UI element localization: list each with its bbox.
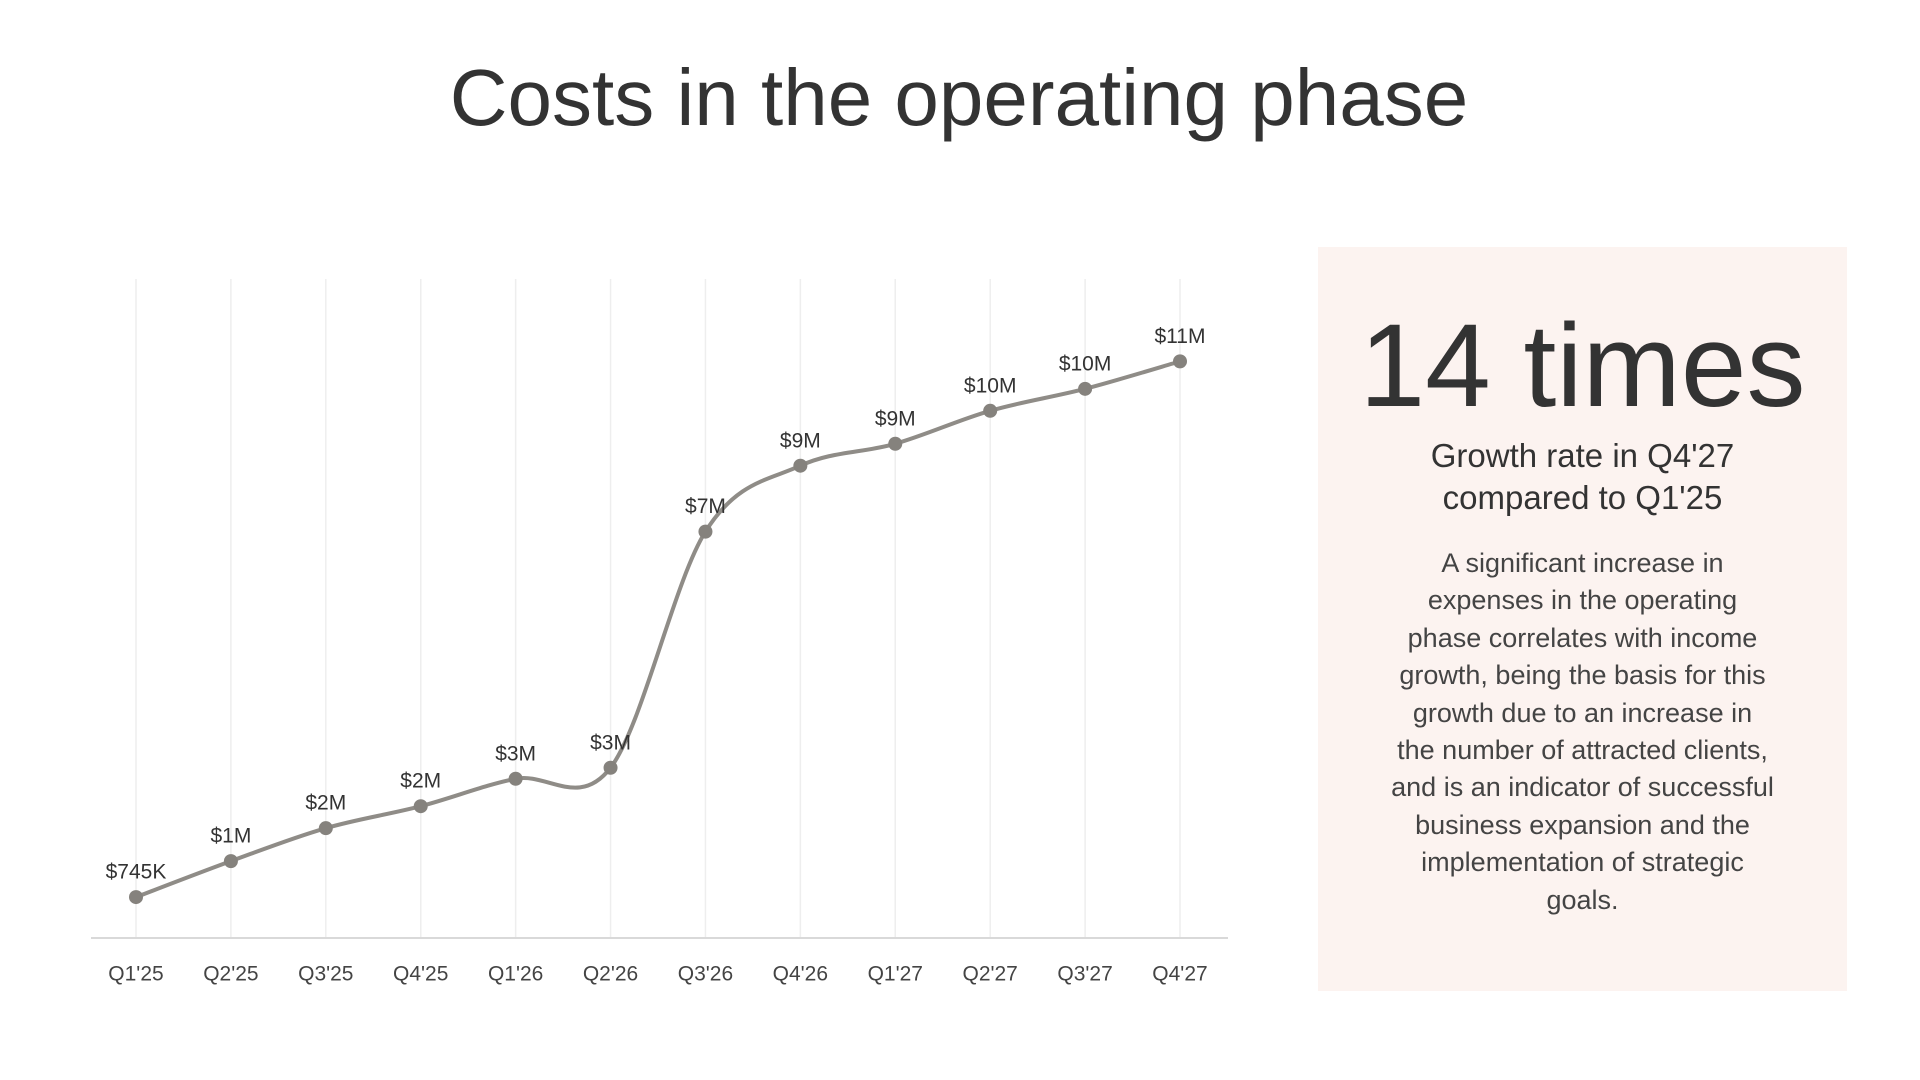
body-line: phase correlates with income	[1407, 622, 1758, 653]
data-label: $2M	[400, 770, 441, 793]
point	[603, 760, 618, 775]
body-line: A significant increase in	[1441, 548, 1724, 578]
body-line: goals.	[1546, 884, 1619, 915]
point	[413, 799, 428, 814]
data-label: $3M	[495, 742, 536, 765]
point	[1173, 354, 1187, 369]
data-label: $10M	[964, 374, 1017, 397]
headline: 14 times	[1359, 300, 1806, 432]
x-tick-label: Q3'26	[678, 963, 733, 986]
x-tick-label: Q2'25	[203, 963, 258, 986]
x-tick-label: Q2'27	[962, 963, 1017, 986]
x-tick-label: Q1'25	[108, 963, 163, 986]
point	[1078, 381, 1093, 396]
x-tick-label: Q1'27	[868, 963, 923, 986]
x-tick-label: Q4'26	[773, 963, 828, 986]
chart-title: Costs in the operating phase	[450, 53, 1468, 142]
subtitle: Growth rate in Q4'27 compared to Q1'25	[1318, 435, 1847, 519]
data-label: $11M	[1155, 325, 1206, 348]
data-label: $3M	[590, 731, 631, 754]
body-text: A significant increase in expenses in the…	[1318, 545, 1847, 919]
data-label: $9M	[875, 407, 916, 430]
data-label: $9M	[780, 429, 821, 452]
point	[223, 854, 238, 869]
body-line: implementation of strategic	[1421, 847, 1744, 878]
x-tick-label: Q3'27	[1057, 963, 1112, 986]
x-tick-label: Q4'27	[1152, 963, 1207, 986]
data-label: $745K	[106, 861, 167, 884]
point	[698, 524, 713, 539]
point	[793, 458, 808, 473]
x-tick-label: Q4'25	[393, 963, 448, 986]
data-label: $7M	[685, 495, 726, 518]
data-label: $2M	[305, 792, 346, 815]
subtitle-line: compared to Q1'25	[1442, 479, 1723, 516]
body-line: the number of attracted clients,	[1397, 735, 1768, 766]
data-label: $1M	[210, 825, 251, 848]
point	[318, 821, 333, 836]
x-tick-label: Q3'25	[298, 963, 353, 986]
point	[888, 436, 903, 451]
point	[983, 403, 998, 418]
line	[135, 359, 1181, 899]
point	[129, 890, 143, 905]
point	[508, 771, 523, 786]
body-line: growth due to an increase in	[1412, 697, 1753, 728]
data-label: $10M	[1059, 352, 1112, 375]
x-tick-label: Q2'26	[583, 963, 638, 986]
subtitle-line: Growth rate in Q4'27	[1430, 437, 1735, 474]
x-tick-label: Q1'26	[488, 963, 543, 986]
body-line: business expansion and the	[1415, 809, 1750, 840]
body-line: expenses in the operating	[1427, 585, 1738, 616]
highlight-panel: 14 times Growth rate in Q4'27 compared to…	[1318, 247, 1847, 991]
body-line: growth, being the basis for this	[1399, 660, 1766, 691]
body-line: and is an indicator of successful	[1391, 772, 1774, 803]
